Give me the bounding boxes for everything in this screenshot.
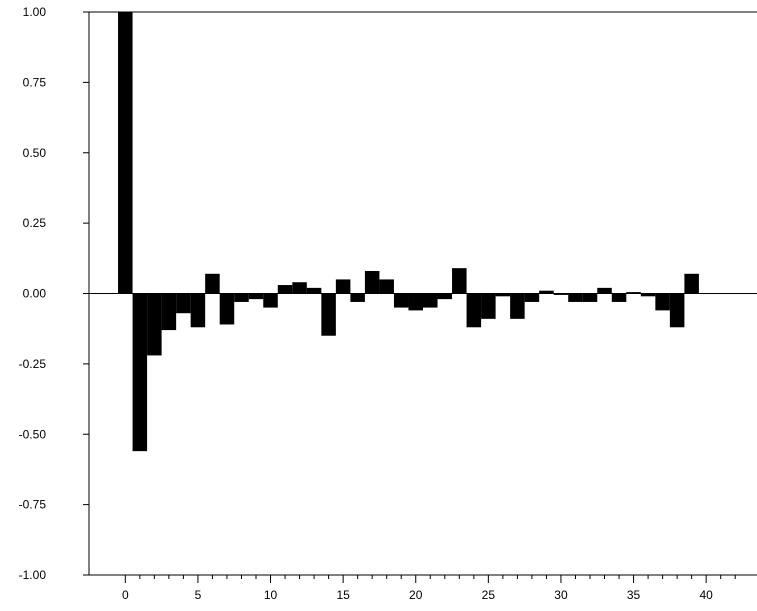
bar-lag-4 <box>176 293 191 314</box>
bar-lag-16 <box>350 293 365 302</box>
y-tick-label: -0.50 <box>19 427 47 441</box>
bar-lag-38 <box>669 293 685 328</box>
y-tick-label: -1.00 <box>19 568 47 582</box>
bar-lag-30 <box>553 293 569 295</box>
bar-lag-5 <box>190 293 206 328</box>
x-tick-label: 20 <box>409 588 423 602</box>
y-tick-label: 1.00 <box>23 5 47 19</box>
bar-lag-11 <box>277 285 293 294</box>
axes-group <box>88 11 757 576</box>
bar-lag-15 <box>335 279 351 294</box>
y-tick-label: 0.50 <box>23 146 47 160</box>
bar-lag-32 <box>582 293 598 302</box>
bars-group <box>118 12 699 452</box>
bar-lag-3 <box>161 293 177 331</box>
bar-lag-34 <box>611 293 627 302</box>
bar-lag-39 <box>684 273 699 294</box>
y-tick-label: -0.25 <box>19 357 47 371</box>
bar-lag-2 <box>147 293 162 356</box>
bar-lag-10 <box>263 293 278 308</box>
y-tick-label: 0.25 <box>23 216 47 230</box>
bar-lag-25 <box>481 293 496 319</box>
bar-lag-35 <box>626 292 641 294</box>
bar-lag-1 <box>132 293 148 452</box>
y-tick-label: 0.75 <box>23 75 47 89</box>
bar-lag-17 <box>364 270 380 294</box>
bar-lag-29 <box>539 290 554 294</box>
bar-lag-23 <box>452 268 467 294</box>
bar-lag-14 <box>321 293 336 336</box>
x-tick-label: 30 <box>554 588 568 602</box>
x-tick-label: 5 <box>195 588 202 602</box>
bar-lag-20 <box>408 293 423 311</box>
bar-lag-21 <box>423 293 438 308</box>
x-tick-label: 10 <box>264 588 278 602</box>
bar-lag-31 <box>568 293 583 302</box>
bar-lag-8 <box>234 293 249 302</box>
bar-lag-0 <box>118 12 133 294</box>
y-tick-label: -0.75 <box>19 498 47 512</box>
x-tick-label: 25 <box>482 588 496 602</box>
bar-lag-22 <box>437 293 453 300</box>
bar-lag-12 <box>292 282 307 294</box>
bar-lag-9 <box>248 293 264 300</box>
y-tick-label: 0.00 <box>23 287 47 301</box>
bar-lag-37 <box>655 293 670 311</box>
bar-lag-27 <box>510 293 525 319</box>
bar-lag-26 <box>495 293 511 297</box>
y-ticks-group: 1.00 0.75 0.50 0.25 0.00 -0.25 -0.50 -0.75 -1.00 <box>19 5 89 582</box>
bar-lag-33 <box>597 287 612 294</box>
x-tick-label: 0 <box>122 588 129 602</box>
x-tick-label: 15 <box>336 588 350 602</box>
x-ticks-group: 0 5 10 15 20 25 30 35 40 <box>122 575 736 602</box>
bar-lag-36 <box>640 293 656 297</box>
bar-lag-24 <box>466 293 482 328</box>
x-tick-label: 40 <box>699 588 713 602</box>
x-tick-label: 35 <box>627 588 641 602</box>
bar-lag-6 <box>205 273 220 294</box>
bar-lag-18 <box>379 279 394 294</box>
bar-lag-28 <box>524 293 540 302</box>
bar-lag-13 <box>306 287 322 294</box>
bar-lag-7 <box>219 293 235 325</box>
bar-lag-19 <box>393 293 409 308</box>
